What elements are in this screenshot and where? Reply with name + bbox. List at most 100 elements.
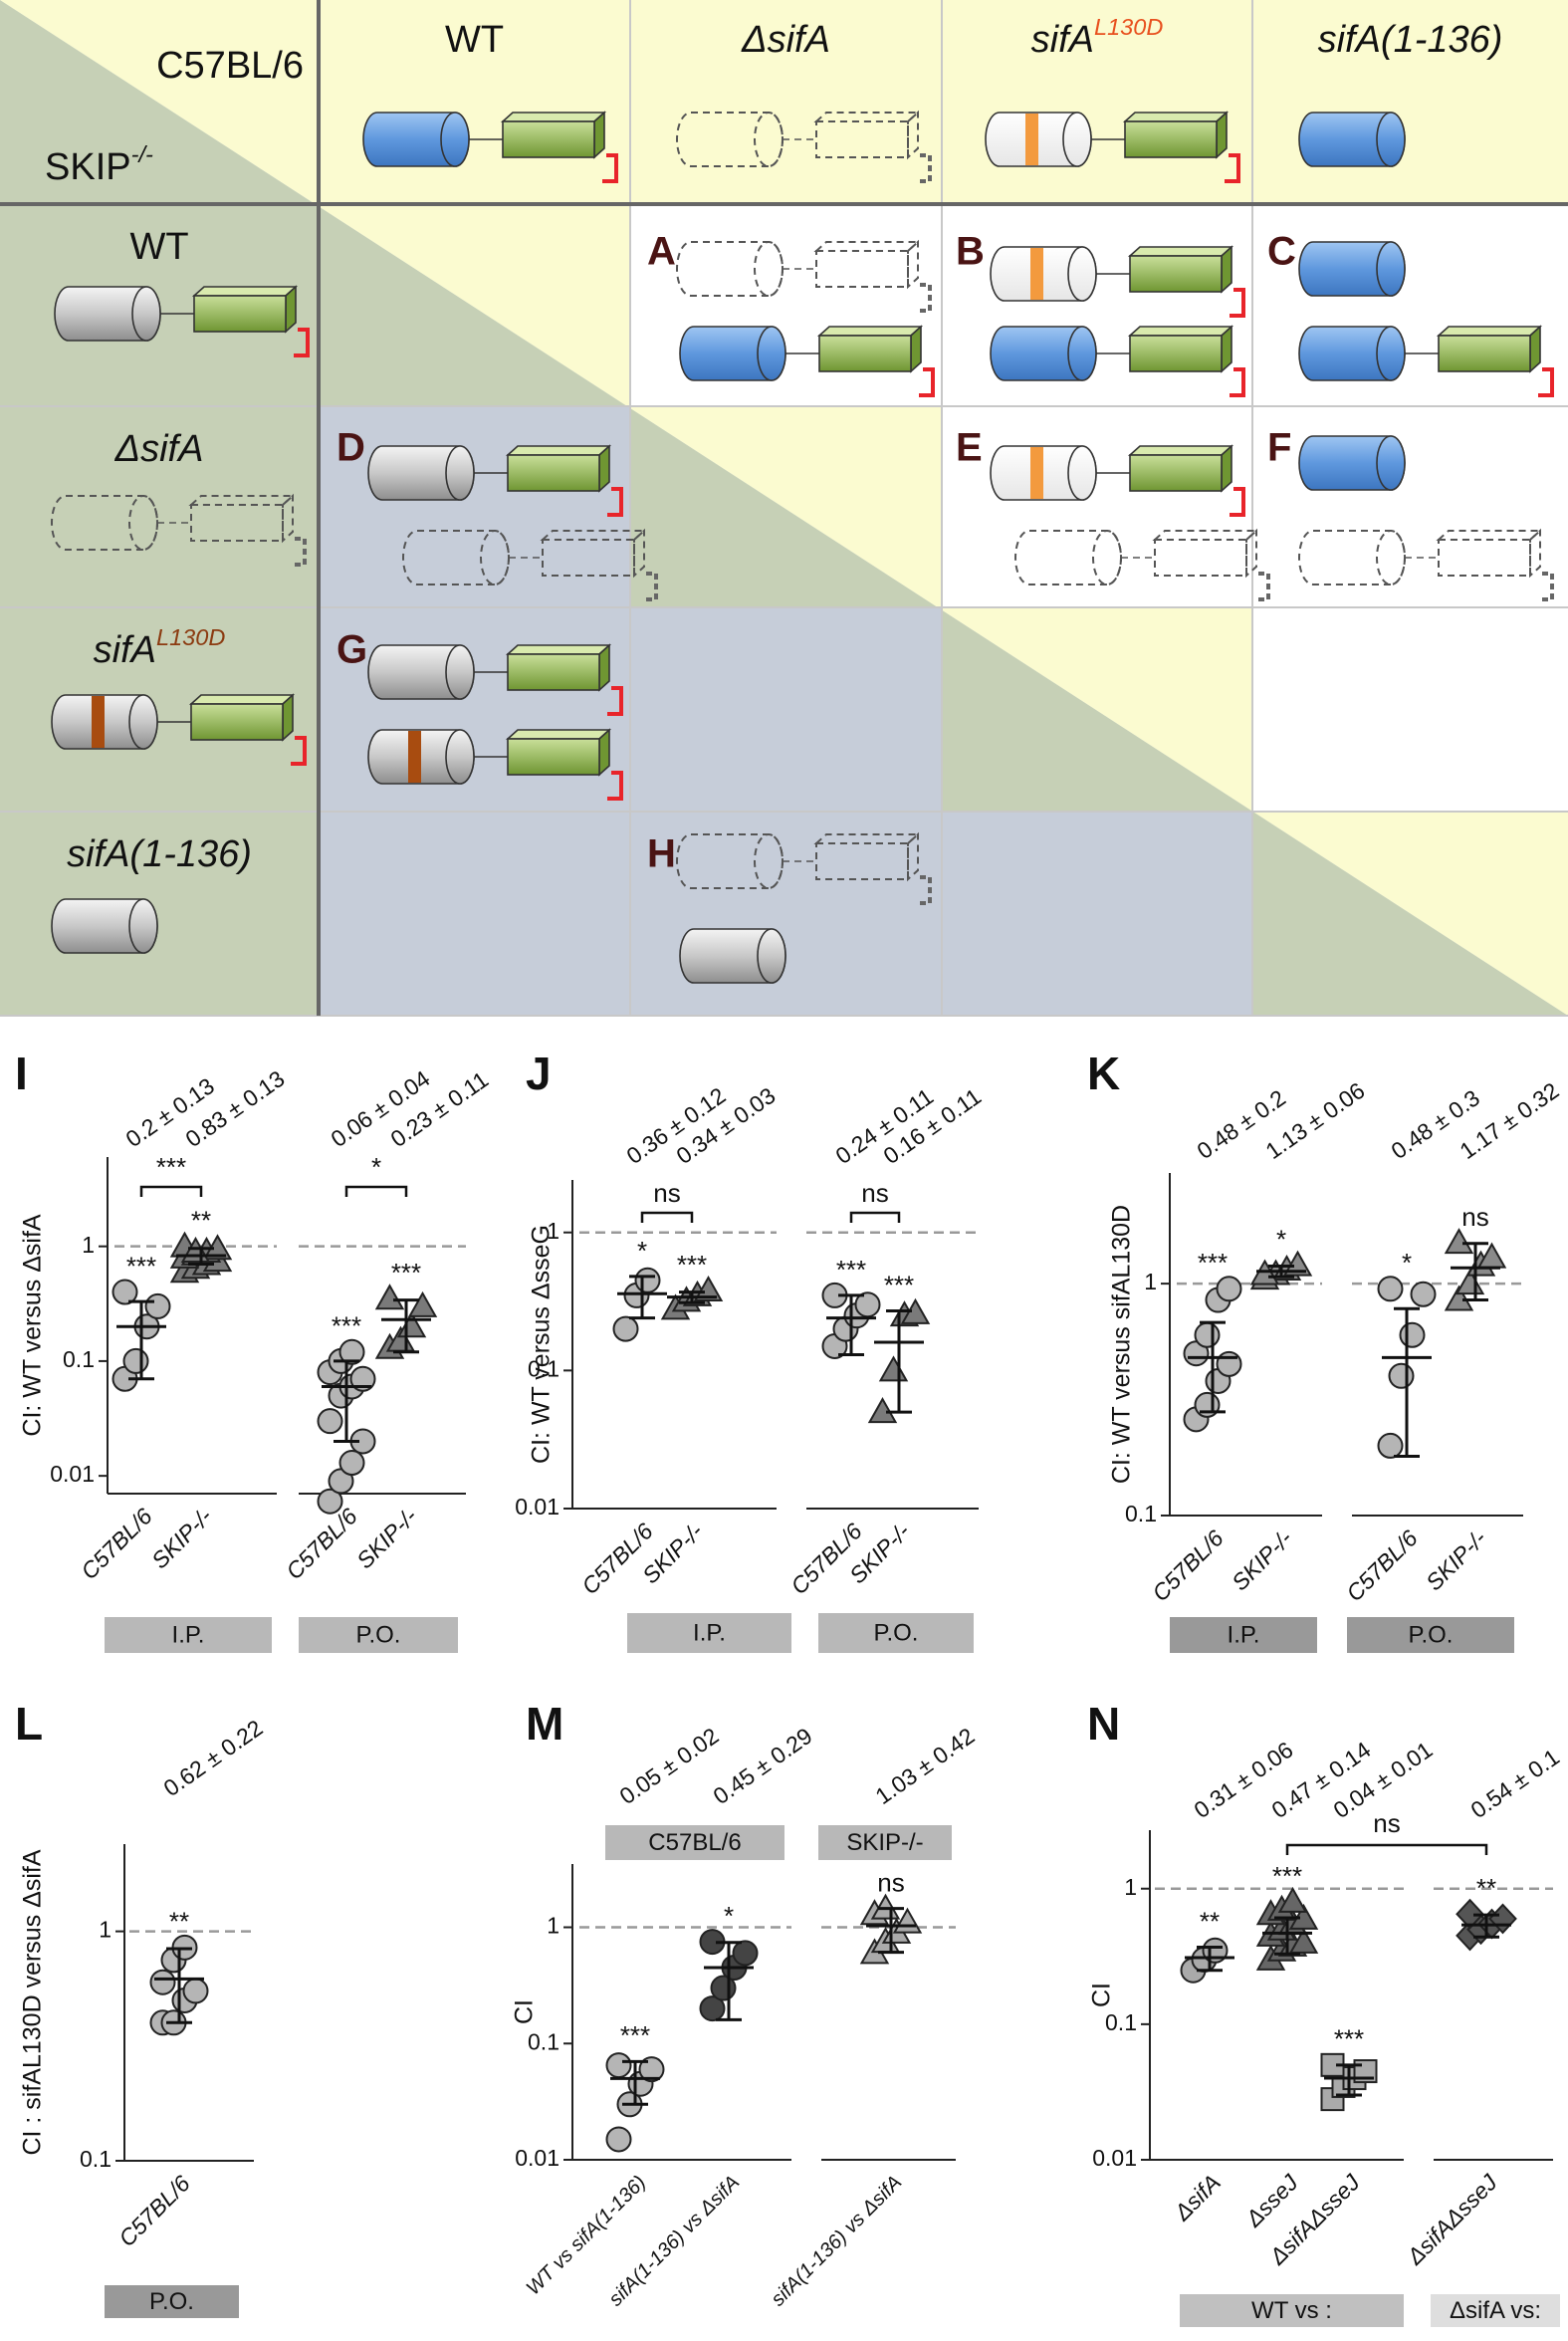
cylinder-face bbox=[1376, 435, 1406, 491]
category-label: SKIP-/- bbox=[1227, 1524, 1297, 1595]
y-axis-label: CI bbox=[1088, 1983, 1116, 2007]
box-front bbox=[190, 703, 284, 741]
significance: ** bbox=[169, 1907, 189, 1937]
category-label: C57BL/6 bbox=[76, 1503, 157, 1584]
significance: * bbox=[724, 1901, 734, 1931]
significance: *** bbox=[1334, 2024, 1364, 2054]
cylinder bbox=[51, 495, 158, 551]
box-top bbox=[1127, 246, 1234, 257]
data-point bbox=[1456, 1898, 1484, 1930]
data-point bbox=[1288, 1927, 1319, 1954]
section-box bbox=[1431, 2294, 1560, 2327]
category-label: C57BL/6 bbox=[1341, 1524, 1423, 1606]
section-box bbox=[627, 1613, 791, 1653]
section-box bbox=[818, 1825, 952, 1860]
bracket bbox=[291, 537, 307, 567]
cylinder-face bbox=[131, 286, 161, 342]
y-tick-label: 1 bbox=[99, 1917, 112, 1943]
section-box bbox=[1180, 2294, 1404, 2327]
box-front bbox=[815, 250, 909, 288]
data-point bbox=[693, 1275, 724, 1301]
cylinder bbox=[1014, 530, 1122, 585]
section-label: P.O. bbox=[1409, 1621, 1454, 1648]
row-label: WT bbox=[129, 226, 188, 268]
box-front bbox=[1124, 120, 1218, 158]
box-side bbox=[1245, 528, 1257, 579]
section-label: I.P. bbox=[693, 1619, 726, 1646]
construct-icon bbox=[367, 728, 623, 801]
cylinder-face bbox=[445, 445, 475, 501]
cell-shaded bbox=[630, 607, 942, 812]
construct-icon bbox=[985, 111, 1240, 183]
y-axis-label: CI: WT versus sifAL130D bbox=[1108, 1205, 1136, 1484]
section-box bbox=[1347, 1617, 1514, 1653]
bracket bbox=[294, 328, 310, 357]
box-side bbox=[598, 444, 610, 493]
cylinder bbox=[676, 112, 784, 167]
box-front bbox=[502, 120, 595, 158]
category-label: SKIP-/- bbox=[146, 1503, 217, 1573]
data-point bbox=[338, 1450, 365, 1477]
y-tick-label: 0.1 bbox=[80, 2146, 112, 2172]
box-side bbox=[593, 111, 605, 159]
box-front bbox=[507, 653, 600, 691]
cylinder bbox=[676, 241, 784, 297]
row-label: ΔsifA bbox=[114, 428, 204, 470]
box-top bbox=[1127, 326, 1234, 337]
significance: *** bbox=[836, 1255, 866, 1285]
y-tick-label: 1 bbox=[547, 1218, 560, 1244]
section-label: C57BL/6 bbox=[648, 1829, 741, 1856]
significance: *** bbox=[332, 1311, 361, 1341]
construct-icon bbox=[990, 245, 1245, 318]
comparison-bracket bbox=[1285, 1843, 1488, 1855]
box-top bbox=[500, 112, 607, 122]
category-label: SKIP-/- bbox=[1421, 1524, 1491, 1595]
mutation-band bbox=[1030, 447, 1043, 499]
construct-icon bbox=[51, 898, 158, 954]
box-top bbox=[505, 644, 612, 655]
column-label: ΔsifA bbox=[741, 19, 830, 61]
data-point bbox=[122, 1347, 149, 1374]
y-axis-label: CI: WT versus ΔsseG bbox=[528, 1225, 556, 1464]
bracket bbox=[1254, 572, 1270, 601]
box-front bbox=[815, 842, 909, 880]
box-side bbox=[1221, 245, 1232, 294]
significance: ns bbox=[1461, 1202, 1488, 1232]
cell-white bbox=[1252, 607, 1568, 812]
construct-icon bbox=[54, 285, 310, 357]
summary-label: 0.45 ± 0.29 bbox=[708, 1723, 816, 1809]
data-point bbox=[1388, 1362, 1415, 1389]
y-tick-label: 0.1 bbox=[1105, 2009, 1137, 2035]
box-side bbox=[1216, 111, 1228, 159]
construct-icon bbox=[1298, 435, 1406, 491]
box-top bbox=[188, 694, 296, 705]
section-box bbox=[818, 1613, 974, 1653]
data-point bbox=[1216, 1276, 1242, 1302]
data-point bbox=[605, 2052, 632, 2079]
data-point bbox=[349, 1365, 376, 1392]
mutation-band bbox=[92, 696, 105, 748]
data-point bbox=[1377, 1276, 1404, 1302]
bracket bbox=[607, 487, 623, 517]
box-front bbox=[507, 454, 600, 492]
section-box bbox=[105, 1617, 272, 1653]
comparison-label: *** bbox=[156, 1152, 186, 1182]
section-label: P.O. bbox=[874, 1619, 919, 1646]
significance: *** bbox=[126, 1251, 156, 1281]
mutation-band bbox=[408, 731, 421, 783]
bracket bbox=[919, 367, 935, 397]
significance: ns bbox=[877, 1868, 904, 1898]
construct-icon bbox=[676, 110, 932, 183]
box-front bbox=[507, 738, 600, 776]
significance: * bbox=[1276, 1225, 1286, 1255]
construct-icon bbox=[1298, 112, 1406, 167]
box-side bbox=[907, 831, 919, 882]
construct-icon bbox=[362, 111, 618, 183]
bracket bbox=[607, 771, 623, 801]
comparison-bracket bbox=[849, 1211, 901, 1223]
cell-white bbox=[630, 204, 942, 406]
box-top bbox=[1436, 326, 1543, 337]
significance: * bbox=[637, 1236, 647, 1266]
box-side bbox=[282, 693, 294, 742]
